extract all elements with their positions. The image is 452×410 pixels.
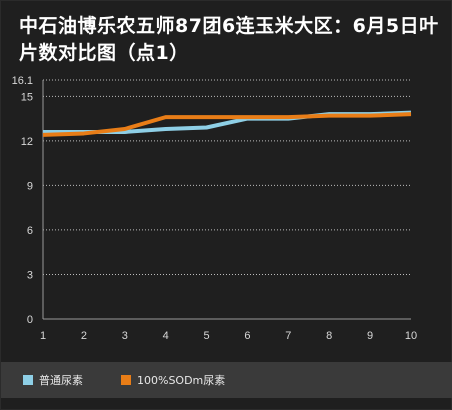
x-tick-label: 5	[203, 330, 209, 342]
y-tick-label: 6	[27, 225, 33, 237]
x-tick-label: 1	[40, 330, 46, 342]
chart-title: 中石油博乐农五师87团6连玉米大区：6月5日叶片数对比图（点1）	[19, 15, 439, 64]
legend-swatch-series-2	[121, 375, 131, 385]
y-tick-label: 3	[27, 269, 33, 281]
x-tick-label: 9	[367, 330, 373, 342]
y-tick-label: 9	[27, 180, 33, 192]
x-tick-labels: 1 2 3 4 5 6 7 8 9 10	[40, 330, 417, 342]
y-tick-label: 12	[21, 136, 33, 148]
legend-label-series-2: 100%SODm尿素	[137, 374, 226, 387]
x-tick-label: 6	[244, 330, 250, 342]
x-tick-label: 10	[405, 330, 417, 342]
y-tick-labels: 0 3 6 9 12 15 16.1	[12, 75, 33, 326]
series-line-2	[42, 112, 412, 137]
x-tick-label: 4	[163, 330, 169, 342]
series-lines	[42, 110, 412, 137]
axes	[42, 80, 411, 320]
x-tick-label: 7	[285, 330, 291, 342]
x-tick-label: 8	[326, 330, 332, 342]
y-tick-label: 0	[27, 314, 33, 326]
x-tick-label: 2	[81, 330, 87, 342]
legend-item-series-2[interactable]: 100%SODm尿素	[121, 362, 225, 398]
y-tick-label: 15	[21, 91, 33, 103]
legend: 普通尿素 100%SODm尿素	[1, 362, 452, 398]
gridlines	[43, 79, 411, 275]
legend-label-series-1: 普通尿素	[39, 374, 83, 387]
legend-swatch-series-1	[23, 375, 33, 385]
y-tick-label: 16.1	[12, 75, 33, 87]
legend-item-series-1[interactable]: 普通尿素	[23, 362, 83, 398]
x-tick-label: 3	[122, 330, 128, 342]
